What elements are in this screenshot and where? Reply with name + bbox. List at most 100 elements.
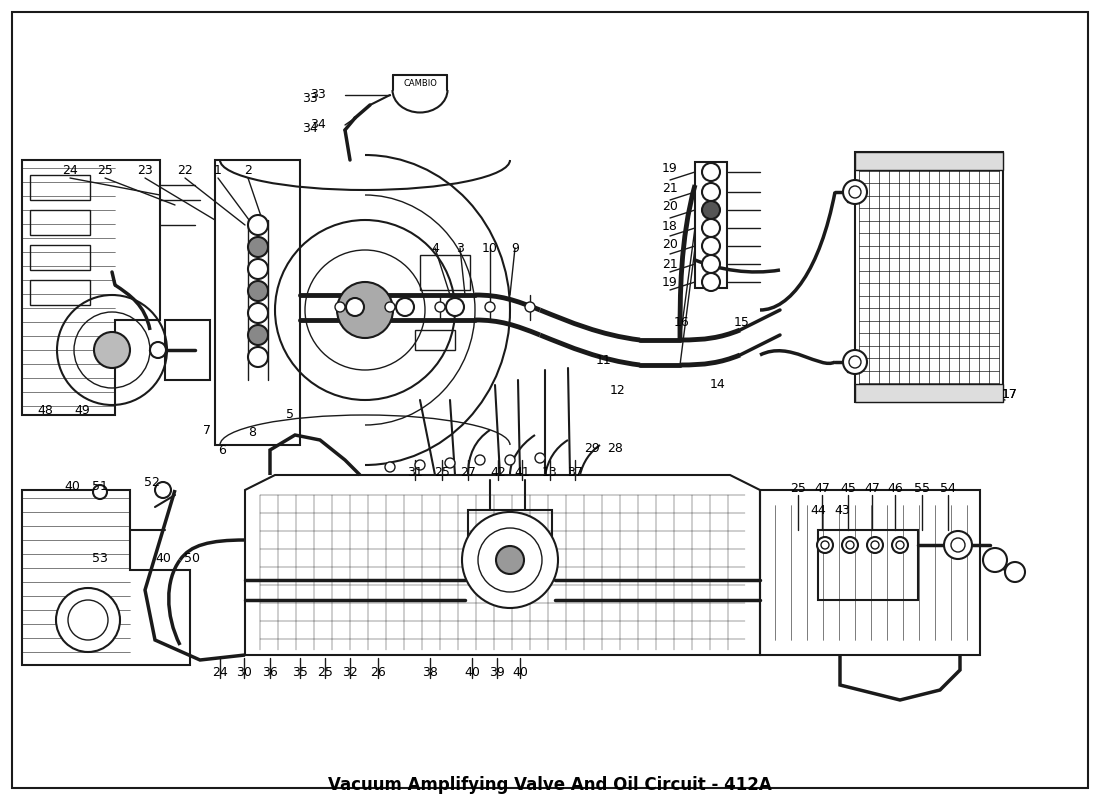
Bar (30, 280, 90, 305)
Text: 19: 19 (662, 277, 678, 290)
Text: CAMBIO: CAMBIO (403, 78, 437, 87)
Text: 24: 24 (62, 163, 78, 177)
Text: 46: 46 (887, 482, 903, 494)
Text: 39: 39 (490, 666, 505, 678)
Text: Vacuum Amplifying Valve And Oil Circuit - 412A: Vacuum Amplifying Valve And Oil Circuit … (328, 776, 772, 794)
Circle shape (248, 347, 268, 367)
Text: 52: 52 (144, 475, 159, 489)
Text: 17: 17 (1002, 389, 1018, 402)
Text: 30: 30 (236, 666, 252, 678)
Text: 8: 8 (248, 426, 256, 438)
Text: 44: 44 (810, 503, 826, 517)
Text: 27: 27 (460, 466, 476, 478)
Text: 24: 24 (212, 666, 228, 678)
Text: 54: 54 (940, 482, 956, 494)
Text: 47: 47 (865, 482, 880, 494)
Text: 55: 55 (914, 482, 929, 494)
Text: 4: 4 (431, 242, 439, 254)
Text: 40: 40 (513, 666, 528, 678)
Text: 15: 15 (734, 315, 750, 329)
Text: 26: 26 (370, 666, 386, 678)
Circle shape (505, 455, 515, 465)
Text: 21: 21 (662, 258, 678, 270)
Text: 51: 51 (92, 481, 108, 494)
Text: 23: 23 (138, 163, 153, 177)
Circle shape (702, 255, 721, 273)
Circle shape (867, 537, 883, 553)
Bar (855, 152, 1003, 170)
Bar (420, 255, 470, 290)
Bar (847, 352, 859, 372)
Circle shape (462, 512, 558, 608)
Circle shape (94, 485, 107, 499)
Text: 25: 25 (790, 482, 806, 494)
Text: 17: 17 (1002, 389, 1018, 402)
Text: 40: 40 (464, 666, 480, 678)
Bar (695, 162, 727, 288)
Circle shape (702, 201, 721, 219)
Text: 53: 53 (92, 551, 108, 565)
Circle shape (702, 183, 721, 201)
Text: 50: 50 (184, 551, 200, 565)
Circle shape (150, 342, 166, 358)
Text: 40: 40 (64, 481, 80, 494)
Circle shape (892, 537, 907, 553)
Text: 25: 25 (434, 466, 450, 478)
Circle shape (446, 458, 455, 468)
Circle shape (478, 528, 542, 592)
Bar (855, 384, 1003, 402)
Text: 13: 13 (542, 466, 558, 478)
Circle shape (68, 600, 108, 640)
Text: 33: 33 (302, 91, 318, 105)
Circle shape (337, 282, 393, 338)
Bar (415, 330, 455, 350)
Circle shape (1005, 562, 1025, 582)
Circle shape (475, 455, 485, 465)
Text: 35: 35 (293, 666, 308, 678)
Circle shape (434, 302, 446, 312)
Text: 34: 34 (302, 122, 318, 134)
Circle shape (56, 588, 120, 652)
Text: 9: 9 (512, 242, 519, 254)
Bar (855, 152, 1003, 402)
Circle shape (446, 298, 464, 316)
Circle shape (248, 281, 268, 301)
Text: 42: 42 (491, 466, 506, 478)
Text: 25: 25 (317, 666, 333, 678)
Circle shape (525, 302, 535, 312)
Circle shape (944, 531, 972, 559)
Text: 40: 40 (155, 551, 170, 565)
Circle shape (248, 215, 268, 235)
Text: 11: 11 (596, 354, 612, 366)
Text: 48: 48 (37, 403, 53, 417)
Circle shape (702, 237, 721, 255)
Text: 19: 19 (662, 162, 678, 174)
Text: 32: 32 (342, 666, 358, 678)
Circle shape (485, 302, 495, 312)
Circle shape (817, 537, 833, 553)
Circle shape (346, 298, 364, 316)
Circle shape (702, 163, 721, 181)
Text: 31: 31 (407, 466, 422, 478)
Bar (818, 530, 918, 600)
Text: 14: 14 (711, 378, 726, 391)
Text: 36: 36 (262, 666, 278, 678)
Circle shape (94, 332, 130, 368)
Text: 25: 25 (97, 163, 113, 177)
Text: 33: 33 (310, 89, 326, 102)
Text: 38: 38 (422, 666, 438, 678)
Circle shape (396, 298, 414, 316)
Text: 29: 29 (584, 442, 600, 454)
Text: 34: 34 (310, 118, 326, 131)
Bar (30, 210, 90, 235)
Circle shape (702, 219, 721, 237)
Text: 41: 41 (514, 466, 530, 478)
Text: 16: 16 (674, 315, 690, 329)
Text: 43: 43 (834, 503, 850, 517)
Circle shape (155, 482, 170, 498)
Text: 49: 49 (74, 403, 90, 417)
Circle shape (843, 350, 867, 374)
Circle shape (248, 303, 268, 323)
Text: 20: 20 (662, 238, 678, 251)
Circle shape (535, 453, 544, 463)
